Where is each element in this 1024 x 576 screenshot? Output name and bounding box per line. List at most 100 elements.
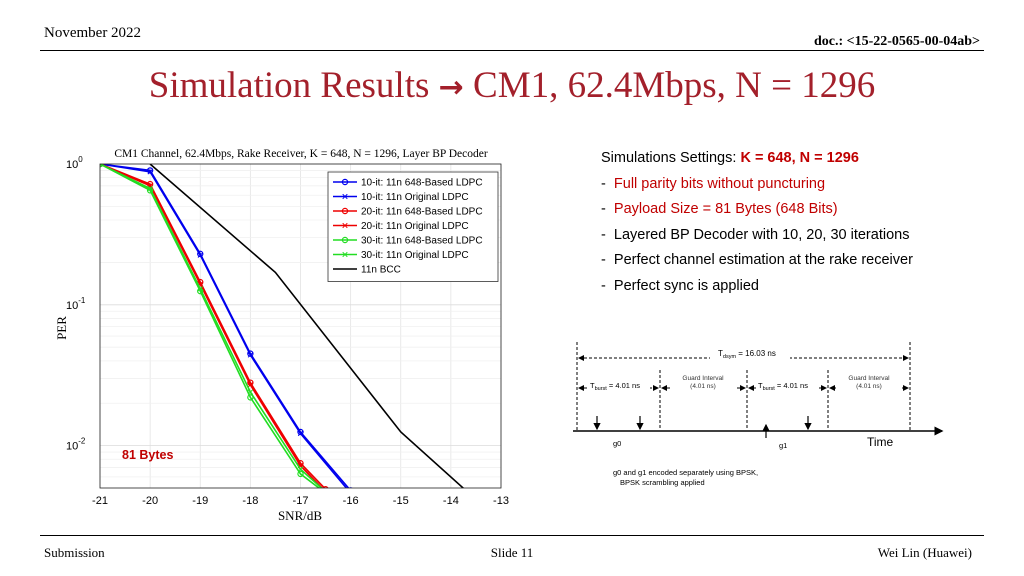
data-point — [297, 466, 304, 472]
plot-frame — [99, 163, 502, 489]
footer-left: Submission — [44, 545, 105, 560]
settings-item-text: Full parity bits without puncturing — [613, 175, 826, 192]
y-tick-label: 100 — [66, 155, 83, 171]
bullet: - — [601, 226, 606, 243]
x-tick-label: -14 — [443, 495, 459, 507]
series-line — [100, 164, 321, 488]
legend-entry: 10-it: 11n Original LDPC — [361, 192, 469, 203]
time-label: Time — [867, 435, 894, 449]
data-point — [247, 382, 254, 388]
bullet: - — [601, 175, 606, 192]
data-point — [323, 489, 328, 494]
t-dsym-label: Tdsym = 16.03 ns — [718, 349, 776, 360]
series-group — [100, 164, 353, 488]
x-tick-label: -17 — [293, 495, 309, 507]
y-tick-label: 10-1 — [66, 296, 86, 312]
settings-heading-highlight: K = 648, N = 1296 — [740, 150, 859, 166]
series-group — [149, 164, 465, 488]
y-axis-label: PER — [54, 316, 69, 340]
data-point — [197, 286, 203, 292]
guard-interval-value: (4.01 ns) — [856, 383, 882, 390]
legend-entry: 20-it: 11n 648-Based LDPC — [361, 207, 483, 218]
title-text: Simulation Results — [148, 65, 430, 106]
series-line — [100, 164, 350, 488]
settings-item-text: Perfect sync is applied — [613, 277, 759, 294]
tick-labels: -21 -20 -19 -18 -17 -16 -15 -14 -13 100 10-1 10-2 — [66, 155, 509, 507]
x-axis-label: SNR/dB — [278, 508, 322, 523]
guard-interval-label: Guard Interval — [682, 375, 724, 382]
settings-item-text: Payload Size = 81 Bytes (648 Bits) — [613, 201, 838, 218]
data-point — [348, 487, 353, 488]
settings-item: - Payload Size = 81 Bytes (648 Bits) — [601, 201, 913, 227]
settings-item: - Perfect channel estimation at the rake… — [601, 252, 913, 278]
settings-item: - Full parity bits without puncturing — [601, 176, 913, 202]
settings-item-text: Layered BP Decoder with 10, 20, 30 itera… — [613, 226, 910, 243]
series-line — [100, 164, 326, 488]
slide-title: Simulation Results → CM1, 62.4Mbps, N = … — [0, 64, 1024, 107]
settings-heading: Simulations Settings: — [601, 150, 737, 166]
x-tick-label: -20 — [142, 495, 158, 507]
legend-box — [327, 171, 499, 282]
t-burst-label: Tburst = 4.01 ns — [758, 381, 808, 392]
caption-line-1: g0 and g1 encoded separately using BPSK, — [613, 468, 758, 477]
settings-heading-row: Simulations Settings: K = 648, N = 1296 — [601, 150, 913, 176]
per-chart: CM1 Channel, 62.4Mbps, Rake Receiver, K … — [54, 148, 509, 523]
data-point — [297, 470, 304, 478]
x-tick-label: -16 — [343, 495, 359, 507]
data-point — [247, 389, 254, 395]
bullet: - — [601, 277, 606, 294]
data-point — [323, 489, 328, 494]
data-point — [147, 185, 153, 192]
x-tick-label: -21 — [92, 495, 108, 507]
data-point — [323, 490, 328, 495]
footer-slide-number: Slide 11 — [490, 545, 534, 560]
simulation-settings: Simulations Settings: K = 648, N = 1296 … — [601, 150, 913, 304]
title-rest: CM1, 62.4Mbps, N = 1296 — [473, 65, 876, 106]
data-point — [197, 252, 203, 258]
series-line — [100, 164, 348, 488]
footer-rule — [40, 535, 984, 536]
caption-line-2: BPSK scrambling applied — [620, 478, 705, 487]
legend-entry: 10-it: 11n 648-Based LDPC — [361, 178, 483, 189]
series-lines — [100, 164, 465, 495]
bullet: - — [601, 252, 606, 269]
settings-item: - Perfect sync is applied — [601, 278, 913, 304]
header-rule — [40, 50, 984, 51]
data-point — [322, 486, 329, 488]
g0-label: g0 — [613, 439, 621, 448]
g1-label: g1 — [779, 441, 787, 450]
x-tick-label: -13 — [493, 495, 509, 507]
guard-interval-value: (4.01 ns) — [690, 383, 716, 390]
data-point — [147, 169, 153, 175]
legend-marker — [342, 251, 348, 258]
footer-author: Wei Lin (Huawei) — [877, 545, 972, 560]
y-tick-label: 10-2 — [66, 437, 86, 453]
series-group — [100, 164, 328, 494]
legend-entry: 30-it: 11n Original LDPC — [361, 250, 469, 261]
legend-marker — [342, 193, 348, 200]
legend-entry: 30-it: 11n 648-Based LDPC — [361, 236, 483, 247]
legend-entry: 11n BCC — [361, 265, 401, 276]
x-tick-label: -18 — [242, 495, 258, 507]
series-group — [100, 164, 328, 494]
legend-marker — [341, 207, 349, 215]
series-line — [149, 164, 465, 488]
legend: 10-it: 11n 648-Based LDPC 10-it: 11n Orig… — [327, 171, 499, 282]
data-point — [100, 164, 103, 167]
header-date: November 2022 — [44, 25, 142, 41]
settings-item: - Layered BP Decoder with 10, 20, 30 ite… — [601, 227, 913, 253]
series-line — [100, 164, 324, 488]
legend-marker — [341, 178, 349, 186]
settings-item-text: Perfect channel estimation at the rake r… — [613, 252, 913, 269]
legend-marker — [341, 236, 349, 244]
bullet: - — [601, 201, 606, 218]
header-doc-id: doc.: <15-22-0565-00-04ab> — [813, 34, 980, 49]
annotation-81-bytes: 81 Bytes — [122, 448, 173, 462]
guard-interval-label: Guard Interval — [848, 375, 890, 382]
legend-marker — [342, 222, 348, 229]
data-point — [297, 430, 304, 437]
timing-diagram: Tdsym = 16.03 ns Tburst = 4.01 ns Tburst… — [573, 342, 944, 487]
legend-entry: 20-it: 11n Original LDPC — [361, 221, 469, 232]
series-line — [100, 164, 323, 488]
x-tick-label: -15 — [393, 495, 409, 507]
